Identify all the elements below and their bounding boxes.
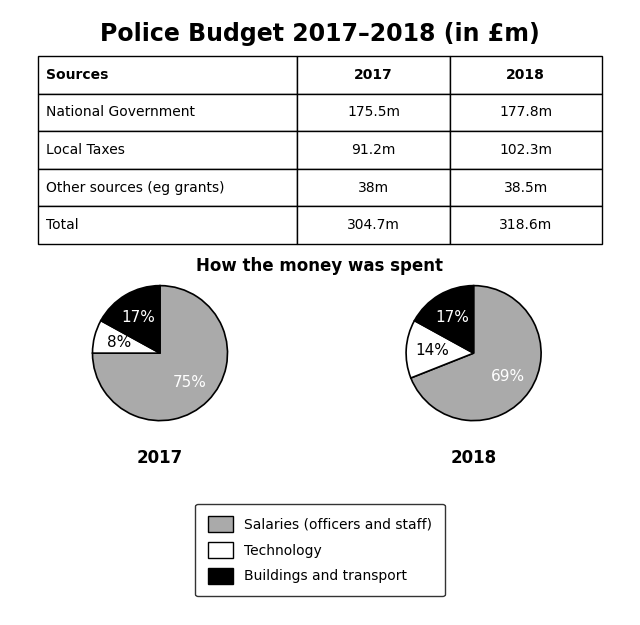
Text: 102.3m: 102.3m (499, 143, 552, 157)
Bar (298, 131, 449, 169)
Text: 17%: 17% (435, 309, 469, 324)
Wedge shape (93, 286, 227, 421)
Bar (298, 56, 449, 94)
Bar (449, 206, 602, 244)
Bar (38, 56, 298, 94)
Bar (38, 131, 298, 169)
Text: 2018: 2018 (506, 68, 545, 82)
Bar (38, 206, 298, 244)
Text: 14%: 14% (415, 343, 449, 358)
Text: National Government: National Government (46, 106, 195, 119)
Text: 177.8m: 177.8m (499, 106, 552, 119)
Wedge shape (406, 321, 474, 378)
Text: 17%: 17% (122, 309, 156, 324)
Bar (298, 169, 449, 206)
Bar (449, 56, 602, 94)
Bar (38, 169, 298, 206)
Text: 75%: 75% (173, 375, 207, 390)
Text: How the money was spent: How the money was spent (196, 257, 444, 274)
Text: 318.6m: 318.6m (499, 218, 552, 232)
Text: 2017: 2017 (354, 68, 393, 82)
Text: 2017: 2017 (137, 449, 183, 468)
Bar (449, 94, 602, 131)
Text: 38m: 38m (358, 181, 389, 194)
Bar (298, 206, 449, 244)
Text: 8%: 8% (108, 335, 132, 350)
Bar (38, 94, 298, 131)
Text: 91.2m: 91.2m (351, 143, 396, 157)
Text: 69%: 69% (491, 369, 525, 384)
Text: Sources: Sources (46, 68, 108, 82)
Text: Other sources (eg grants): Other sources (eg grants) (46, 181, 225, 194)
Text: Local Taxes: Local Taxes (46, 143, 125, 157)
Text: 304.7m: 304.7m (347, 218, 400, 232)
Text: Police Budget 2017–2018 (in £m): Police Budget 2017–2018 (in £m) (100, 22, 540, 46)
Text: Total: Total (46, 218, 79, 232)
Wedge shape (415, 286, 474, 353)
Wedge shape (93, 321, 160, 353)
Legend: Salaries (officers and staff), Technology, Buildings and transport: Salaries (officers and staff), Technolog… (195, 504, 445, 596)
Text: 175.5m: 175.5m (347, 106, 400, 119)
Wedge shape (411, 286, 541, 421)
Wedge shape (101, 286, 160, 353)
Bar (449, 131, 602, 169)
Bar (449, 169, 602, 206)
Bar (298, 94, 449, 131)
Text: 38.5m: 38.5m (504, 181, 548, 194)
Text: 2018: 2018 (451, 449, 497, 468)
